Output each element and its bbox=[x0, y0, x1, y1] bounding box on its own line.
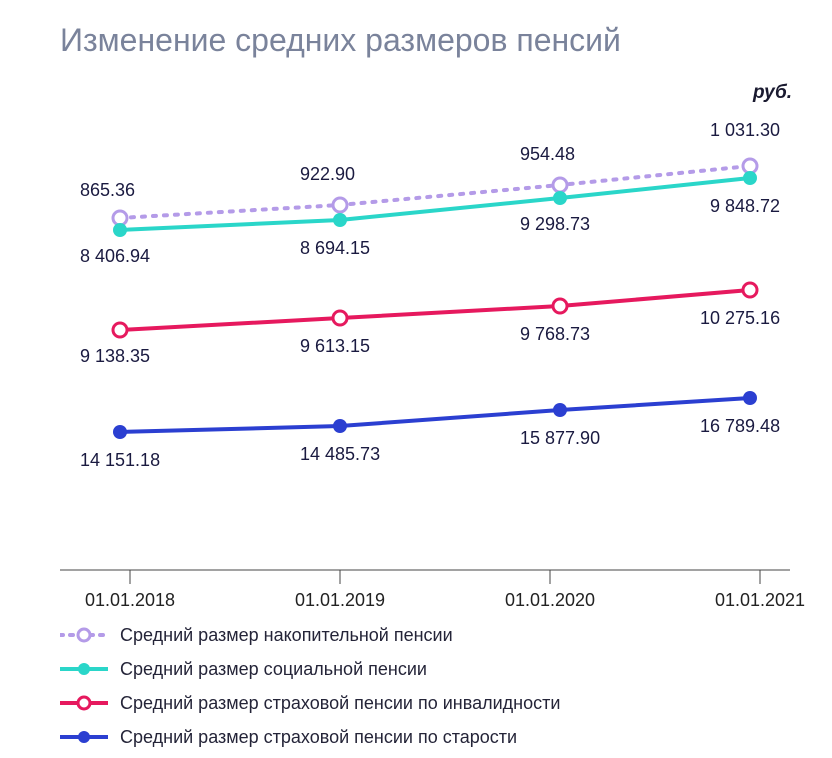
series-marker-social bbox=[113, 223, 127, 237]
series-marker-nakop bbox=[743, 159, 757, 173]
value-label-old: 16 789.48 bbox=[700, 416, 780, 436]
value-label-nakop: 922.90 bbox=[300, 164, 355, 184]
value-label-nakop: 865.36 bbox=[80, 180, 135, 200]
value-label-invalid: 9 138.35 bbox=[80, 346, 150, 366]
legend-item-invalid: Средний размер страховой пенсии по инвал… bbox=[60, 686, 560, 720]
value-label-social: 8 694.15 bbox=[300, 238, 370, 258]
legend-label: Средний размер накопительной пенсии bbox=[120, 625, 453, 646]
series-line-old bbox=[120, 398, 750, 432]
series-marker-old bbox=[553, 403, 567, 417]
chart-container: Изменение средних размеров пенсий руб. 8… bbox=[0, 0, 832, 758]
value-label-nakop: 1 031.30 bbox=[710, 120, 780, 140]
value-label-social: 8 406.94 bbox=[80, 246, 150, 266]
x-axis-label: 01.01.2020 bbox=[505, 590, 595, 610]
series-line-invalid bbox=[120, 290, 750, 330]
x-axis-label: 01.01.2019 bbox=[295, 590, 385, 610]
value-label-invalid: 9 613.15 bbox=[300, 336, 370, 356]
legend-label: Средний размер страховой пенсии по старо… bbox=[120, 727, 517, 748]
series-marker-invalid bbox=[743, 283, 757, 297]
legend-swatch-invalid bbox=[60, 695, 108, 711]
x-axis-label: 01.01.2018 bbox=[85, 590, 175, 610]
value-label-social: 9 848.72 bbox=[710, 196, 780, 216]
legend-swatch-old bbox=[60, 729, 108, 745]
legend-item-social: Средний размер социальной пенсии bbox=[60, 652, 560, 686]
value-label-old: 15 877.90 bbox=[520, 428, 600, 448]
series-marker-invalid bbox=[553, 299, 567, 313]
value-label-invalid: 9 768.73 bbox=[520, 324, 590, 344]
series-marker-social bbox=[553, 191, 567, 205]
legend: Средний размер накопительной пенсии Средн… bbox=[60, 618, 560, 754]
legend-label: Средний размер социальной пенсии bbox=[120, 659, 427, 680]
x-axis-label: 01.01.2021 bbox=[715, 590, 805, 610]
series-marker-invalid bbox=[113, 323, 127, 337]
value-label-old: 14 151.18 bbox=[80, 450, 160, 470]
pension-line-chart: 865.36 922.90 954.48 1 031.30 8 406.94 8 694.… bbox=[0, 0, 832, 610]
series-marker-old bbox=[333, 419, 347, 433]
series-marker-nakop bbox=[333, 198, 347, 212]
value-label-social: 9 298.73 bbox=[520, 214, 590, 234]
value-label-nakop: 954.48 bbox=[520, 144, 575, 164]
series-line-social bbox=[120, 178, 750, 230]
legend-item-old: Средний размер страховой пенсии по старо… bbox=[60, 720, 560, 754]
series-marker-old bbox=[743, 391, 757, 405]
series-marker-invalid bbox=[333, 311, 347, 325]
value-label-invalid: 10 275.16 bbox=[700, 308, 780, 328]
legend-swatch-nakop bbox=[60, 627, 108, 643]
legend-swatch-social bbox=[60, 661, 108, 677]
legend-label: Средний размер страховой пенсии по инвал… bbox=[120, 693, 560, 714]
series-marker-old bbox=[113, 425, 127, 439]
series-marker-nakop bbox=[113, 211, 127, 225]
series-marker-social bbox=[333, 213, 347, 227]
series-marker-nakop bbox=[553, 178, 567, 192]
series-marker-social bbox=[743, 171, 757, 185]
value-label-old: 14 485.73 bbox=[300, 444, 380, 464]
legend-item-nakop: Средний размер накопительной пенсии bbox=[60, 618, 560, 652]
